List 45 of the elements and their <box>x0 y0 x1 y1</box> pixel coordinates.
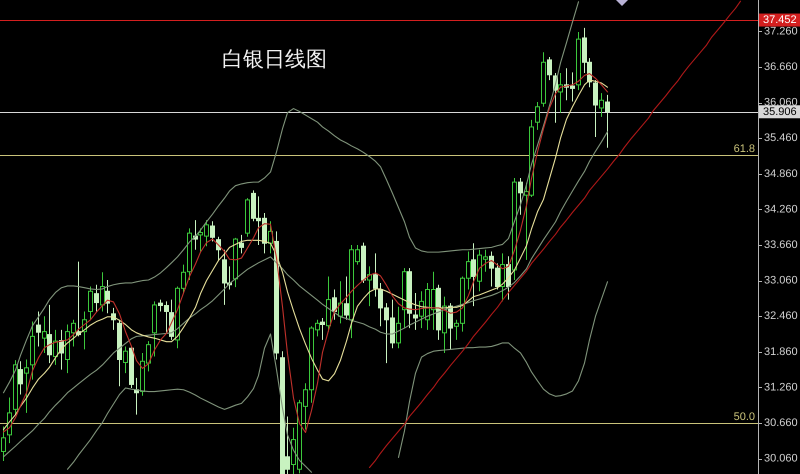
y-tick-label: 37.260 <box>764 25 798 38</box>
y-tick-label: 34.260 <box>764 203 798 216</box>
candlestick <box>42 316 47 354</box>
candlestick <box>24 359 29 414</box>
candlestick <box>18 360 23 396</box>
candlestick <box>320 317 325 340</box>
candlestick <box>599 92 604 118</box>
candlestick <box>593 80 598 138</box>
y-tick-label: 33.060 <box>764 274 798 287</box>
candlestick <box>396 306 401 349</box>
candlestick <box>88 286 93 320</box>
candlestick <box>47 304 52 364</box>
candlestick <box>210 220 215 242</box>
line-series <box>2 131 608 458</box>
y-tick-label: 30.060 <box>764 452 798 465</box>
ref-line-label: 35.906 <box>763 106 797 118</box>
y-tick-label: 34.860 <box>764 168 798 180</box>
candlestick <box>123 346 128 374</box>
candlestick <box>94 284 99 312</box>
candlestick <box>36 310 41 347</box>
text: 白银日线图 <box>222 47 327 71</box>
candlestick <box>239 234 244 254</box>
annotation: 50.0 <box>734 410 755 423</box>
candlestick <box>518 177 523 216</box>
candlestick <box>344 276 349 320</box>
y-tick-label: 31.860 <box>764 346 798 358</box>
candlestick <box>216 236 221 260</box>
candlestick <box>413 292 418 330</box>
candlestick <box>605 94 610 148</box>
candlestick <box>471 242 476 307</box>
candlestick <box>332 289 337 320</box>
y-tick-label: 31.260 <box>764 381 798 394</box>
y-tick-label: 30.660 <box>764 416 798 429</box>
annotation: 61.8 <box>734 142 755 155</box>
y-tick-label: 32.460 <box>764 310 798 322</box>
y-tick-label: 35.460 <box>764 132 798 144</box>
ref-line-label: 37.452 <box>763 14 797 26</box>
candlestick <box>53 329 58 366</box>
candlestick <box>547 56 552 81</box>
line-series <box>2 1 580 394</box>
candlestick <box>535 102 540 130</box>
candlestick <box>100 272 105 312</box>
y-tick-label: 33.660 <box>764 239 798 252</box>
y-tick-label: 36.660 <box>764 61 798 74</box>
candlestick <box>373 252 378 298</box>
